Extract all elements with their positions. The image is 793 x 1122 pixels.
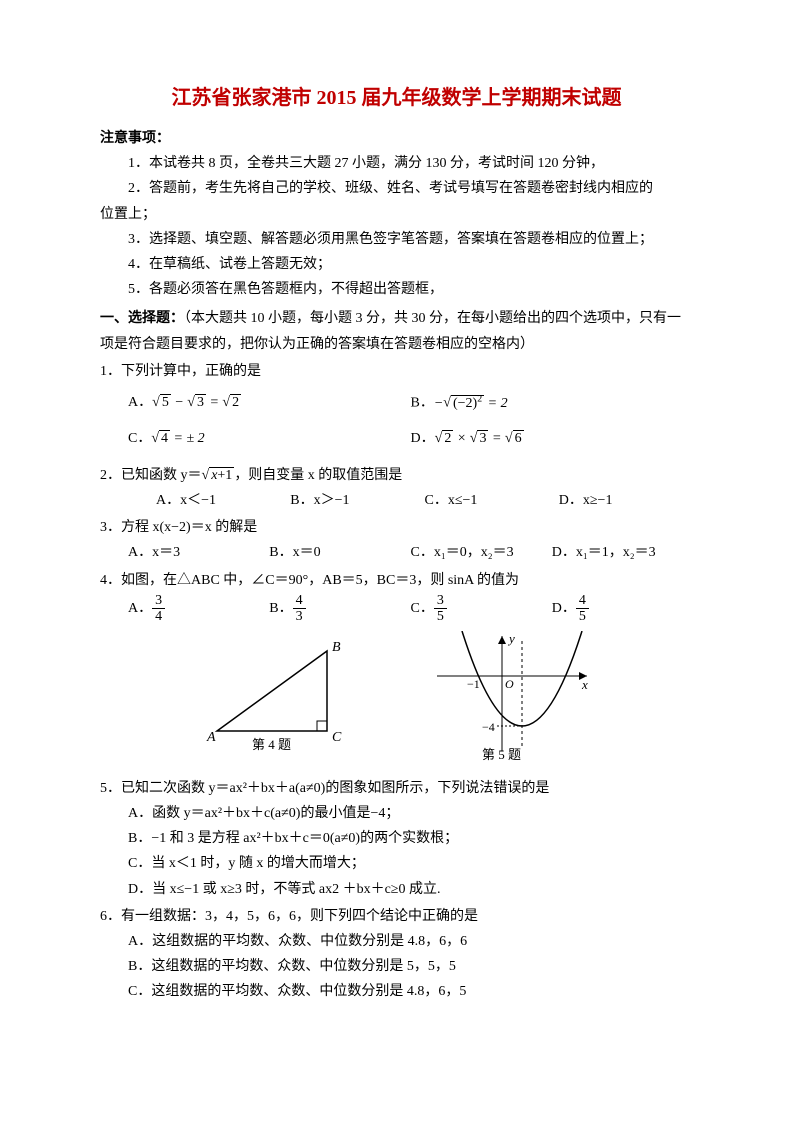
- section-1-label: 一、选择题：: [100, 311, 184, 326]
- q1-opt-c: C．√4 = ± 2: [128, 426, 411, 451]
- q3-opt-b: B．x＝0: [269, 540, 410, 565]
- q6-text: 6．有一组数据：3，4，5，6，6，则下列四个结论中正确的是: [100, 904, 693, 929]
- q6-opt-c: C．这组数据的平均数、众数、中位数分别是 4.8，6，5: [100, 979, 693, 1004]
- q5-text: 5．已知二次函数 y＝ax²＋bx＋a(a≠0)的图象如图所示，下列说法错误的是: [100, 776, 693, 801]
- q2-opt-c: C．x≤−1: [425, 488, 559, 513]
- q3-opt-d: D．x₁＝1，x₂＝3: [552, 540, 693, 565]
- q4-text: 4．如图，在△ABC 中，∠C＝90°，AB＝5，BC＝3，则 sinA 的值为: [100, 568, 693, 593]
- q1-opt-b: B．−√(−2)2 = 2: [411, 390, 694, 416]
- q2-opt-d: D．x≥−1: [559, 488, 693, 513]
- notice-2a: 2．答题前，考生先将自己的学校、班级、姓名、考试号填写在答题卷密封线内相应的: [100, 176, 693, 201]
- q2-text: 2．已知函数 y＝√x+1，则自变量 x 的取值范围是: [100, 463, 693, 488]
- q4-opt-d: D．45: [552, 593, 693, 625]
- svg-text:y: y: [507, 631, 515, 646]
- q3-text: 3．方程 x(x−2)＝x 的解是: [100, 515, 693, 540]
- q5-opt-d: D．当 x≤−1 或 x≥3 时，不等式 ax2 ＋bx＋c≥0 成立.: [100, 877, 693, 902]
- svg-text:第 5 题: 第 5 题: [482, 747, 521, 761]
- section-1-header: 一、选择题：（本大题共 10 小题，每小题 3 分，共 30 分，在每小题给出的…: [100, 306, 693, 356]
- notice-1: 1．本试卷共 8 页，全卷共三大题 27 小题，满分 130 分，考试时间 12…: [100, 151, 693, 176]
- q3-opt-a: A．x＝3: [128, 540, 269, 565]
- notice-5: 5．各题必须答在黑色答题框内，不得超出答题框，: [100, 277, 693, 302]
- svg-text:O: O: [505, 677, 514, 691]
- q3-opt-c: C．x₁＝0，x₂＝3: [411, 540, 552, 565]
- q1-opt-a: A．√5 − √3 = √2: [128, 390, 411, 416]
- notice-2b: 位置上；: [100, 202, 693, 227]
- svg-text:−4: −4: [482, 720, 495, 734]
- q6-opt-b: B．这组数据的平均数、众数、中位数分别是 5，5，5: [100, 954, 693, 979]
- q1-text: 1．下列计算中，正确的是: [100, 359, 693, 384]
- q4-opt-c: C．35: [411, 593, 552, 625]
- svg-text:−1: −1: [467, 677, 480, 691]
- q5-opt-c: C．当 x＜1 时，y 随 x 的增大而增大；: [100, 851, 693, 876]
- svg-text:B: B: [332, 640, 341, 655]
- notice-header: 注意事项：: [100, 126, 693, 151]
- q4-opt-a: A．34: [128, 593, 269, 625]
- q4-opt-b: B．43: [269, 593, 410, 625]
- figure-4: A B C 第 4 题: [197, 631, 367, 770]
- q6-opt-a: A．这组数据的平均数、众数、中位数分别是 4.8，6，6: [100, 929, 693, 954]
- q5-opt-a: A．函数 y＝ax²＋bx＋c(a≠0)的最小值是−4；: [100, 801, 693, 826]
- q5-opt-b: B．−1 和 3 是方程 ax²＋bx＋c＝0(a≠0)的两个实数根；: [100, 826, 693, 851]
- svg-text:x: x: [581, 677, 588, 692]
- svg-text:A: A: [206, 730, 216, 745]
- svg-text:C: C: [332, 730, 342, 745]
- svg-text:第 4 题: 第 4 题: [252, 737, 291, 751]
- page-title: 江苏省张家港市 2015 届九年级数学上学期期末试题: [100, 80, 693, 116]
- q2-opt-a: A．x＜−1: [156, 488, 290, 513]
- section-1-desc: （本大题共 10 小题，每小题 3 分，共 30 分，在每小题给出的四个选项中，…: [100, 311, 681, 351]
- q1-opt-d: D．√2 × √3 = √6: [411, 426, 694, 451]
- notice-4: 4．在草稿纸、试卷上答题无效；: [100, 252, 693, 277]
- figure-5: x y O −1 −4 第 5 题: [427, 631, 597, 770]
- q2-opt-b: B．x＞−1: [290, 488, 424, 513]
- notice-3: 3．选择题、填空题、解答题必须用黑色签字笔答题，答案填在答题卷相应的位置上；: [100, 227, 693, 252]
